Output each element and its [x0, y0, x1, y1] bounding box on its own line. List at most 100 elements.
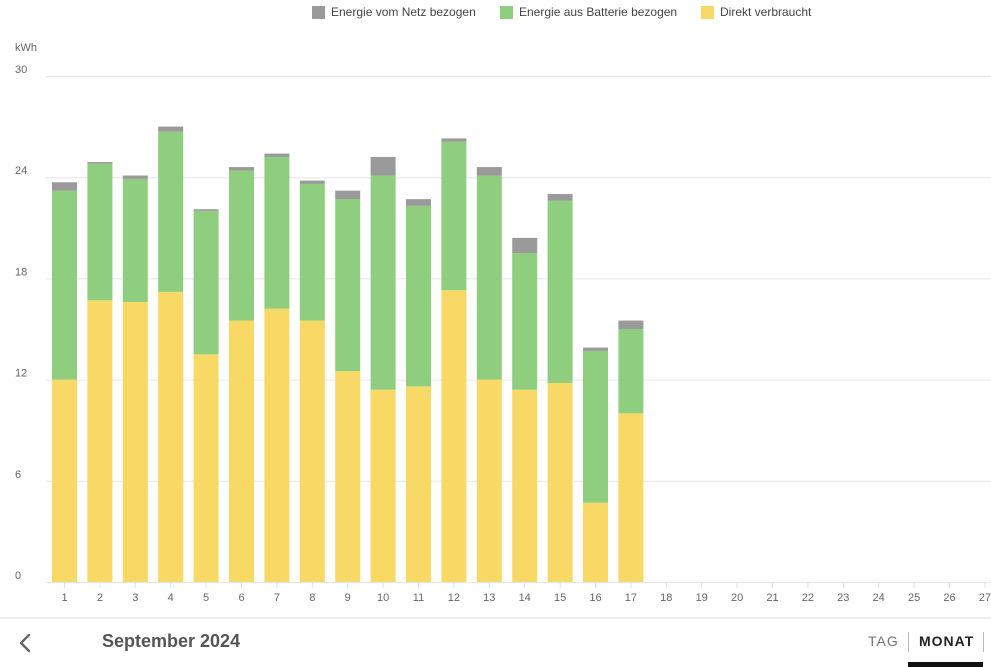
bar-segment-direct [52, 379, 77, 582]
bar-segment-direct [158, 291, 184, 582]
bar-segment-battery [193, 210, 219, 355]
chart-legend: Energie vom Netz bezogen Energie aus Bat… [0, 5, 991, 23]
x-tick-label: 27 [979, 592, 991, 604]
bar-segment-direct [583, 502, 608, 582]
bar-segment-battery [335, 199, 361, 372]
bar-stack-day-2[interactable] [87, 162, 113, 582]
bar-segment-battery [229, 170, 254, 321]
bar-segment-battery [370, 175, 396, 390]
legend-swatch-battery [500, 5, 513, 19]
period-title: September 2024 [102, 631, 241, 651]
x-tick-label: 3 [132, 592, 138, 604]
bar-segment-direct [370, 389, 396, 582]
bar-stack-day-16[interactable] [583, 347, 608, 582]
x-tick-label: 15 [554, 592, 566, 604]
legend-item-grid[interactable]: Energie vom Netz bezogen [312, 5, 476, 19]
bar-stack-day-1[interactable] [52, 182, 77, 582]
bar-segment-direct [476, 379, 502, 582]
bar-segment-battery [512, 253, 538, 390]
x-tick-label: 4 [168, 592, 174, 604]
bar-stack-day-13[interactable] [476, 167, 502, 582]
bar-segment-grid [547, 194, 573, 201]
bar-segment-battery [87, 163, 113, 301]
bar-segment-grid [299, 180, 325, 184]
bar-segment-battery [583, 350, 608, 503]
x-tick-label: 21 [766, 592, 778, 604]
bar-segment-grid [441, 138, 467, 142]
bar-stack-day-12[interactable] [441, 138, 467, 582]
x-tick-label: 2 [97, 592, 103, 604]
bar-segment-grid [406, 199, 431, 206]
bar-segment-direct [193, 354, 219, 582]
bar-segment-battery [476, 175, 502, 380]
bar-segment-battery [618, 329, 644, 414]
legend-item-battery[interactable]: Energie aus Batterie bezogen [500, 5, 677, 19]
bar-segment-direct [335, 371, 361, 582]
bar-segment-battery [158, 131, 184, 292]
legend-swatch-grid [312, 5, 325, 19]
y-axis-unit-label: kWh [15, 42, 37, 54]
bar-segment-grid [476, 167, 502, 176]
y-tick-label: 0 [15, 570, 21, 582]
y-tick-label: 6 [15, 469, 21, 481]
x-tick-label: 12 [448, 592, 460, 604]
bar-stack-day-14[interactable] [512, 237, 538, 582]
tab-month[interactable]: MONAT [919, 633, 975, 649]
bar-stack-day-7[interactable] [264, 153, 290, 582]
x-tick-label: 16 [589, 592, 601, 604]
bar-segment-grid [618, 320, 644, 329]
y-tick-label: 12 [15, 368, 27, 380]
bar-segment-direct [547, 382, 573, 582]
bar-segment-battery [547, 200, 573, 383]
bars [52, 126, 644, 582]
legend-label-grid: Energie vom Netz bezogen [331, 5, 476, 19]
tab-day[interactable]: TAG [868, 633, 899, 649]
bar-segment-direct [122, 302, 148, 582]
bar-segment-grid [512, 237, 538, 254]
bar-segment-grid [335, 190, 361, 200]
bar-segment-grid [583, 347, 608, 351]
x-tick-label: 7 [274, 592, 280, 604]
bar-stack-day-6[interactable] [229, 167, 254, 582]
bar-segment-battery [264, 156, 290, 309]
x-tick-label: 17 [625, 592, 637, 604]
previous-period-button[interactable] [12, 628, 38, 656]
bar-segment-direct [512, 389, 538, 582]
x-tick-label: 1 [61, 592, 67, 604]
x-tick-label: 24 [873, 592, 885, 604]
bar-segment-grid [122, 175, 148, 179]
bar-segment-battery [299, 183, 325, 321]
tab-separator [908, 632, 909, 652]
bar-stack-day-9[interactable] [335, 190, 361, 582]
legend-label-battery: Energie aus Batterie bezogen [519, 5, 678, 19]
legend-swatch-direct [701, 5, 714, 19]
bar-stack-day-11[interactable] [406, 199, 431, 582]
bar-stack-day-4[interactable] [158, 126, 184, 582]
bar-segment-battery [441, 141, 467, 291]
bar-segment-battery [406, 205, 431, 387]
bar-segment-grid [264, 153, 290, 157]
bar-stack-day-15[interactable] [547, 194, 573, 582]
x-axis-ticks: 1 2 3 4 5 6 7 8 9 10 11 12 13 14 15 16 17 18 19 20 21 22 23 24 2… [61, 582, 991, 604]
bar-segment-direct [441, 290, 467, 582]
bar-segment-battery [122, 178, 148, 303]
x-tick-label: 8 [309, 592, 315, 604]
bar-segment-grid [370, 156, 396, 176]
x-tick-label: 14 [519, 592, 531, 604]
bar-segment-grid [158, 126, 184, 132]
y-axis-ticks: kWh 0 6 12 18 24 30 [15, 42, 37, 582]
chevron-left-icon [19, 633, 31, 653]
bar-stack-day-3[interactable] [122, 175, 148, 582]
bar-segment-direct [618, 413, 644, 582]
bar-stack-day-17[interactable] [618, 320, 644, 582]
x-tick-label: 19 [696, 592, 708, 604]
bar-segment-direct [264, 308, 290, 582]
x-tick-label: 25 [908, 592, 920, 604]
bar-stack-day-8[interactable] [299, 180, 325, 582]
legend-item-direct[interactable]: Direkt verbraucht [701, 5, 811, 19]
tab-separator [983, 632, 984, 652]
bar-stack-day-5[interactable] [193, 209, 219, 582]
bar-stack-day-10[interactable] [370, 156, 396, 582]
footer-divider [0, 617, 991, 619]
